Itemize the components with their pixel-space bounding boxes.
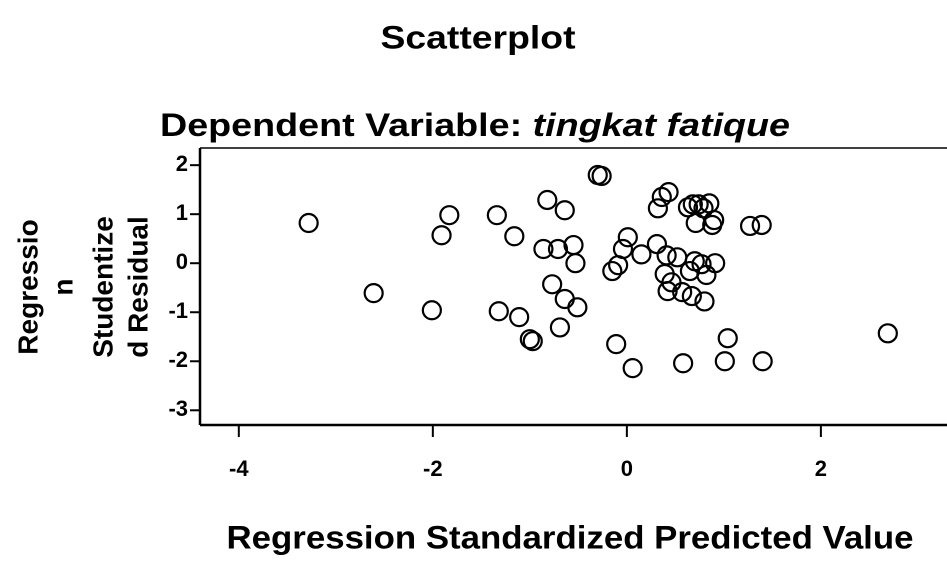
point (673, 353, 694, 374)
point (681, 285, 702, 307)
point (298, 212, 319, 234)
point (704, 209, 725, 231)
point (751, 214, 772, 236)
point (554, 200, 575, 221)
x-tick-label: -4 (229, 456, 249, 481)
point (691, 254, 712, 275)
point (519, 329, 540, 350)
point (647, 198, 669, 219)
y-axis-label: Regressio (12, 219, 43, 354)
y-tick-label: 1 (176, 200, 188, 225)
point (693, 198, 714, 219)
point (694, 291, 715, 312)
point (488, 301, 509, 322)
point (714, 351, 735, 372)
point (646, 233, 668, 255)
y-tick-label: -1 (168, 298, 188, 323)
chart-title: Scatterplot (381, 19, 576, 55)
y-axis-label: n (47, 278, 78, 295)
point (567, 297, 588, 318)
point (421, 300, 442, 321)
point (658, 182, 679, 203)
y-tick-label: 2 (176, 151, 188, 176)
point (537, 189, 558, 211)
point (439, 205, 460, 226)
point (504, 226, 525, 247)
point (739, 215, 761, 237)
point (672, 282, 693, 303)
y-tick-label: -3 (168, 396, 188, 421)
x-tick-label: -2 (423, 456, 443, 481)
point (542, 274, 563, 295)
point (612, 238, 634, 260)
point (705, 253, 726, 274)
point (486, 205, 507, 226)
point (565, 253, 586, 274)
point (549, 317, 571, 338)
dependent-variable: tingkat fatique (533, 107, 790, 143)
point (752, 351, 773, 372)
point (657, 281, 678, 302)
y-tick-label: -2 (168, 347, 188, 372)
point (877, 323, 898, 344)
point (677, 197, 699, 218)
point (533, 238, 554, 260)
point (602, 260, 623, 282)
point (509, 307, 530, 328)
y-axis-label: Studentize (87, 216, 118, 358)
point (617, 227, 638, 248)
point (699, 193, 720, 214)
y-tick-label: 0 (176, 249, 188, 274)
chart-subtitle: Dependent Variable: tingkat fatique (160, 107, 790, 143)
point (631, 244, 652, 265)
point (431, 225, 452, 246)
point (717, 328, 738, 349)
point (547, 238, 569, 260)
x-axis-label: Regression Standardized Predicted Value (227, 519, 914, 555)
point (696, 264, 717, 286)
subtitle-prefix: Dependent Variable: (160, 107, 522, 143)
point (688, 194, 709, 215)
x-tick-label: 2 (815, 456, 827, 481)
point (363, 283, 384, 304)
point (591, 165, 612, 187)
point (554, 288, 575, 310)
y-axis-label: d Residual (122, 216, 153, 358)
point (522, 331, 543, 352)
point (606, 334, 627, 355)
x-tick-label: 0 (621, 456, 633, 481)
point (622, 358, 643, 379)
